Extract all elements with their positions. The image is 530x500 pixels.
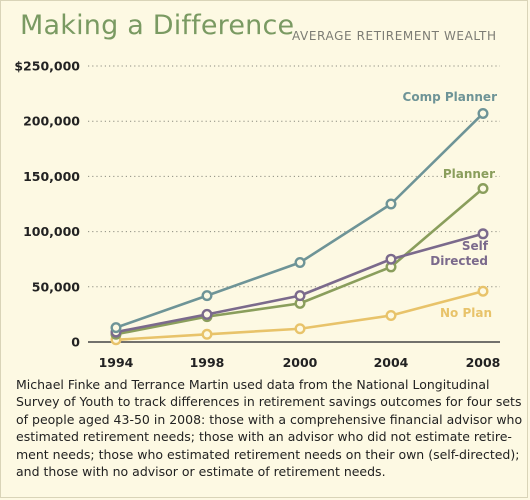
- y-tick-label: 200,000: [23, 114, 80, 129]
- data-point: [477, 183, 489, 195]
- series-label: Planner: [443, 167, 495, 181]
- gridlines: [88, 65, 500, 343]
- y-tick-label: 150,000: [23, 169, 80, 184]
- y-tick-label: 100,000: [23, 224, 80, 239]
- x-axis-ticks: 1994 1998 2000 2004 2008: [99, 355, 501, 370]
- caption-line: estimated retirement needs; those with a…: [16, 429, 512, 445]
- series-self-directed: [110, 228, 489, 338]
- series-label: Self: [462, 239, 489, 253]
- data-point: [201, 290, 213, 302]
- data-point: [477, 285, 489, 297]
- series-label: Comp Planner: [403, 90, 498, 104]
- series-label: No Plan: [440, 306, 492, 320]
- x-tick-label: 2000: [283, 355, 318, 370]
- series-comp-planner: [110, 107, 489, 334]
- caption-line: Survey of Youth to track differences in …: [16, 394, 522, 410]
- caption-line: Michael Finke and Terrance Martin used d…: [16, 377, 490, 392]
- data-point: [294, 323, 306, 335]
- y-tick-label: 50,000: [32, 279, 81, 294]
- line-chart: 0 50,000 100,000 150,000 200,000 $250,000 199…: [14, 59, 501, 371]
- data-point: [201, 328, 213, 340]
- data-point: [477, 107, 489, 119]
- y-tick-label: $250,000: [14, 59, 80, 74]
- y-tick-label: 0: [71, 335, 80, 350]
- x-tick-label: 2008: [466, 355, 501, 370]
- data-point: [385, 198, 397, 210]
- data-point: [294, 290, 306, 302]
- data-point: [477, 228, 489, 240]
- x-tick-label: 1998: [190, 355, 225, 370]
- chart-title: Making a Difference: [20, 10, 295, 41]
- data-point: [385, 253, 397, 265]
- y-axis-ticks: 0 50,000 100,000 150,000 200,000 $250,000: [14, 59, 80, 350]
- data-point: [294, 257, 306, 269]
- x-tick-label: 1994: [99, 355, 134, 370]
- caption: Michael Finke and Terrance Martin used d…: [16, 376, 523, 480]
- caption-line: ment needs; those who estimated retireme…: [16, 446, 520, 462]
- series-no-plan: [110, 285, 489, 346]
- data-point: [385, 310, 397, 322]
- x-tick-label: 2004: [374, 355, 409, 370]
- data-point: [201, 308, 213, 320]
- data-point: [110, 322, 122, 334]
- caption-line: and those with no advisor or estimate of…: [16, 464, 386, 480]
- caption-line: of people aged 43-50 in 2008: those with…: [16, 411, 523, 427]
- chart-subtitle: AVERAGE RETIREMENT WEALTH: [292, 29, 497, 43]
- series-label: Directed: [430, 254, 488, 268]
- series-group: [110, 107, 489, 346]
- series-line: [114, 232, 485, 334]
